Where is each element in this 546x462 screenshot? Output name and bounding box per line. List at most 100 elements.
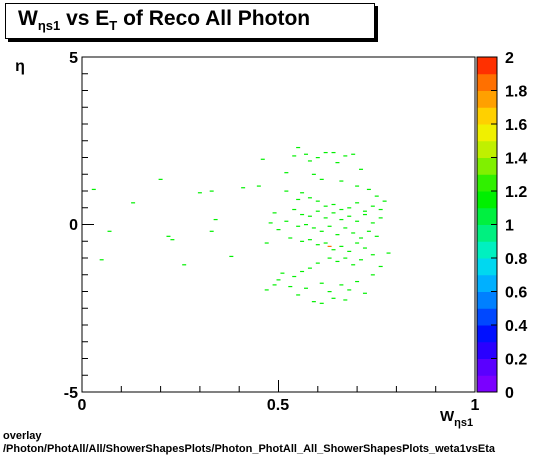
- chart-title: Wηs1 vs ET of Reco All Photon: [18, 7, 310, 33]
- heatmap-cell: [304, 287, 309, 289]
- heatmap-cell: [378, 265, 383, 268]
- heatmap-cell: [339, 284, 344, 286]
- colorbar-segment: [477, 90, 497, 108]
- heatmap-cell: [264, 289, 269, 291]
- heatmap-cell: [370, 222, 375, 224]
- heatmap-cell: [355, 280, 360, 283]
- colorbar-segment: [477, 191, 497, 209]
- heatmap-cell: [355, 220, 360, 222]
- heatmap-cell: [351, 232, 356, 234]
- colorbar-tick-label: 0.8: [505, 251, 527, 268]
- heatmap-cell: [366, 188, 371, 191]
- heatmap-cell: [362, 210, 367, 212]
- heatmap-cell: [331, 212, 336, 214]
- colorbar-segment: [477, 325, 497, 343]
- heatmap-cell: [256, 185, 261, 187]
- heatmap-cell: [272, 212, 277, 214]
- heatmap-cell: [304, 224, 309, 226]
- heatmap-cell: [315, 262, 320, 264]
- heatmap-cell: [166, 235, 171, 237]
- heatmap-cell: [292, 208, 297, 211]
- heatmap-cell: [300, 270, 305, 273]
- heatmap-cell: [296, 225, 301, 227]
- heatmap-cell: [362, 213, 367, 216]
- heatmap-cell: [323, 151, 328, 154]
- heatmap-cell: [347, 289, 352, 291]
- heatmap-cell: [370, 254, 375, 256]
- heatmap-cell: [276, 229, 281, 231]
- chart-title-box: Wηs1 vs ET of Reco All Photon: [5, 3, 375, 39]
- heatmap-cell: [284, 220, 289, 222]
- heatmap-cell: [311, 227, 316, 229]
- colorbar-segment: [477, 107, 497, 125]
- heatmap-cell: [331, 203, 336, 206]
- heatmap-cell: [296, 146, 301, 149]
- colorbar-segment: [477, 224, 497, 242]
- axis-ticks: [81, 56, 476, 393]
- heatmap-cell: [292, 155, 297, 157]
- heatmap-cell: [339, 218, 344, 221]
- heatmap-cell: [300, 213, 305, 216]
- heatmap-cell: [347, 250, 352, 252]
- colorbar-segment: [477, 140, 497, 158]
- colorbar-segment: [477, 308, 497, 326]
- heatmap-cell: [366, 230, 371, 232]
- heatmap-cell: [347, 207, 352, 209]
- colorbar-segment: [477, 57, 497, 75]
- colorbar-segment: [477, 73, 497, 91]
- colorbar-segment: [477, 241, 497, 259]
- footer-caption: overlay /Photon/PhotAll/All/ShowerShapes…: [3, 430, 546, 456]
- heatmap-cell: [355, 202, 360, 204]
- heatmap-cell: [229, 255, 234, 258]
- colorbar-tick-label: 1: [505, 218, 514, 235]
- heatmap-cell: [284, 172, 289, 174]
- heatmap-cell: [370, 205, 375, 207]
- heatmap-cell: [339, 180, 344, 182]
- heatmap-cell: [213, 218, 218, 221]
- heatmap-cell: [209, 230, 214, 232]
- title-rest: of Reco All Photon: [117, 7, 311, 30]
- heatmap-cell: [343, 155, 348, 157]
- heatmap-cell: [292, 275, 297, 278]
- heatmap-cell: [355, 242, 360, 244]
- heatmap-cell: [355, 185, 360, 187]
- heatmap-cell: [374, 195, 379, 197]
- heatmap-cell: [311, 173, 316, 175]
- colorbar-tick-label: 1.4: [505, 151, 527, 168]
- heatmap-cell: [284, 190, 289, 192]
- heatmap-cell: [288, 237, 293, 239]
- heatmap-cell: [386, 252, 391, 254]
- colorbar-segment: [477, 341, 497, 359]
- colorbar-tick-label: 1.8: [505, 84, 527, 101]
- heatmap-cell: [319, 230, 324, 232]
- heatmap-cell: [307, 160, 312, 162]
- title-w: W: [18, 7, 38, 30]
- x-axis-label-sub: ηs1: [454, 417, 473, 429]
- heatmap-cell: [91, 188, 96, 191]
- heatmap-cell: [311, 301, 316, 303]
- heatmap-cell: [319, 302, 324, 304]
- heatmap-cell: [307, 197, 312, 199]
- y-tick-label-5: 5: [69, 50, 78, 67]
- heatmap-cell: [315, 200, 320, 202]
- heatmap-cell: [300, 240, 305, 242]
- colorbar-segment: [477, 157, 497, 175]
- heatmap-cell: [343, 299, 348, 301]
- heatmap-cell-high: [327, 245, 332, 247]
- heatmap-cell: [323, 205, 328, 207]
- heatmap-entries: [91, 146, 391, 304]
- heatmap-cell: [158, 178, 163, 180]
- heatmap-cell: [304, 153, 309, 155]
- x-axis-label-main: W: [440, 408, 455, 425]
- heatmap-cell: [331, 297, 336, 299]
- heatmap-cell: [335, 260, 340, 263]
- y-tick-label-0: 0: [69, 217, 78, 234]
- x-tick-label-0: 0: [78, 397, 87, 414]
- heatmap-cell: [296, 198, 301, 201]
- heatmap-cell: [327, 225, 332, 227]
- heatmap-cell: [300, 192, 305, 194]
- heatmap-cell: [359, 237, 364, 239]
- heatmap-cell: [107, 230, 112, 232]
- heatmap-cell: [276, 279, 281, 281]
- colorbar-segment: [477, 358, 497, 376]
